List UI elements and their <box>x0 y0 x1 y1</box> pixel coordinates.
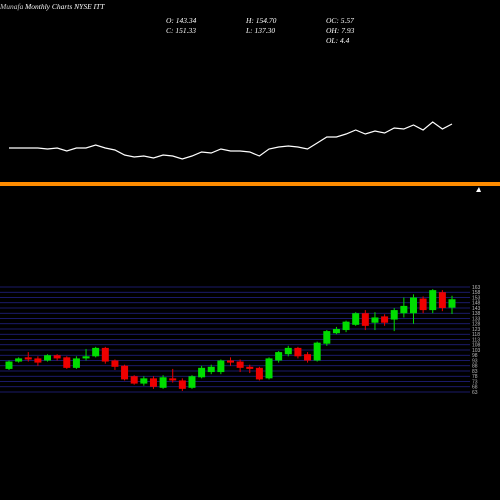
y-tick-label: 108 <box>472 343 481 349</box>
y-tick-label: 123 <box>472 327 481 333</box>
indicator-line <box>9 121 453 160</box>
candle-body <box>178 380 186 389</box>
candle-body <box>323 331 331 344</box>
y-tick-label: 158 <box>472 290 481 296</box>
candle-body <box>361 313 369 326</box>
candle-body <box>304 354 312 361</box>
candle-body <box>438 292 446 308</box>
info-text: L: 137.30 <box>245 26 275 35</box>
candle-body <box>381 316 389 323</box>
info-text: H: 154.70 <box>245 16 277 25</box>
candle-body <box>284 347 292 355</box>
candle-body <box>44 355 52 361</box>
chart-title: Monthly Charts NYSE ITT <box>24 2 105 11</box>
candle-body <box>332 329 340 334</box>
candle-body <box>429 290 437 311</box>
candle-body <box>275 352 283 361</box>
candle-body <box>400 305 408 314</box>
y-tick-label: 63 <box>472 390 478 396</box>
candle-body <box>342 321 350 331</box>
y-tick-label: 118 <box>472 332 480 338</box>
info-text: OC: 5.57 <box>326 16 354 25</box>
y-tick-label: 143 <box>472 306 481 312</box>
candle-body <box>34 358 42 363</box>
candle-body <box>371 317 379 323</box>
y-tick-label: 68 <box>472 385 478 391</box>
candle-body <box>149 378 157 387</box>
candle-body <box>169 378 177 381</box>
y-tick-label: 83 <box>472 369 478 375</box>
candle-body <box>409 297 417 314</box>
candle-body <box>5 361 13 369</box>
candle-body <box>24 357 32 360</box>
candle-body <box>92 347 100 357</box>
y-tick-label: 88 <box>472 364 478 370</box>
candle-body <box>352 313 360 325</box>
candle-body <box>130 376 138 384</box>
candle-body <box>101 347 109 362</box>
candle-body <box>217 360 225 373</box>
candle-body <box>53 355 61 359</box>
candle-body <box>207 366 215 373</box>
y-tick-label: 133 <box>472 316 481 322</box>
candle-body <box>15 358 23 362</box>
candle-body <box>236 361 244 368</box>
brand: Munafa <box>0 2 24 11</box>
candle-body <box>198 367 206 378</box>
y-tick-label: 163 <box>472 285 481 291</box>
candle-body <box>82 356 90 359</box>
marker <box>476 187 481 192</box>
y-tick-label: 93 <box>472 358 478 364</box>
candle-body <box>448 299 456 308</box>
info-text: OH: 7.93 <box>326 26 355 35</box>
candle-body <box>111 360 119 367</box>
candle-body <box>419 298 427 311</box>
candle-body <box>390 310 398 320</box>
info-text: C: 151.33 <box>166 26 196 35</box>
candle-body <box>188 376 196 388</box>
y-tick-label: 138 <box>472 311 481 317</box>
candle-body <box>72 358 80 368</box>
y-tick-label: 113 <box>472 337 480 343</box>
candle-body <box>227 360 234 363</box>
y-tick-label: 153 <box>472 295 481 301</box>
y-tick-label: 98 <box>472 353 478 359</box>
candle-body <box>313 342 321 361</box>
candle-body <box>159 377 167 388</box>
info-text: O: 143.34 <box>166 16 197 25</box>
candle-body <box>121 365 129 380</box>
candle-body <box>294 347 302 357</box>
candle-body <box>246 366 254 369</box>
y-tick-label: 78 <box>472 374 478 380</box>
candle-body <box>63 357 71 368</box>
y-tick-label: 148 <box>472 301 481 307</box>
candle-body <box>140 378 148 384</box>
candle-body <box>255 367 263 380</box>
y-tick-label: 103 <box>472 348 481 354</box>
y-tick-label: 128 <box>472 322 481 328</box>
info-text: OL: 4.4 <box>326 36 350 45</box>
candle-body <box>265 358 273 379</box>
y-tick-label: 73 <box>472 379 478 385</box>
